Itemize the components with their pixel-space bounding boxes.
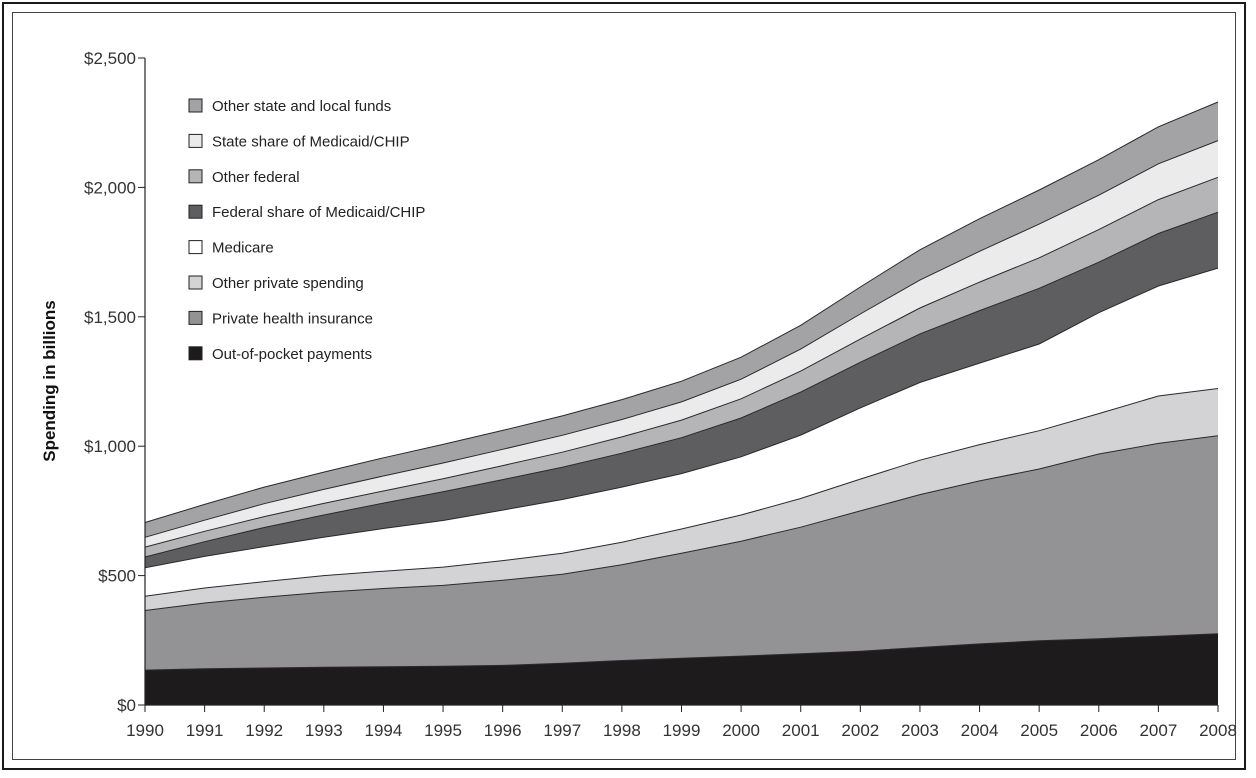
figure-inner-border — [12, 12, 1236, 760]
x-tick-label: 1999 — [663, 721, 701, 740]
legend-swatch — [188, 346, 203, 361]
x-tick-label: 1995 — [424, 721, 462, 740]
y-tick-label: $2,500 — [84, 49, 136, 68]
boundary-other-federal — [144, 176, 1219, 548]
x-tick-label: 2002 — [841, 721, 879, 740]
x-tick-label: 2008 — [1199, 721, 1237, 740]
x-tick-label: 1994 — [365, 721, 403, 740]
legend-label: Other federal — [212, 169, 300, 186]
y-tick-label: $1,000 — [84, 437, 136, 456]
boundary-other-state-and-local-funds — [144, 101, 1219, 523]
x-tick-label: 1993 — [305, 721, 343, 740]
y-ticks: $0 $500 $1,000 $1,500 $2,000 $2,500 — [84, 49, 145, 715]
x-tick-label: 1996 — [484, 721, 522, 740]
area-private-health-insurance — [145, 435, 1218, 671]
y-tick-label: $1,500 — [84, 308, 136, 327]
area-medicare — [145, 268, 1218, 597]
x-tick-label: 1992 — [245, 721, 283, 740]
legend-label: Other state and local funds — [212, 98, 391, 115]
x-tick-label: 2001 — [782, 721, 820, 740]
boundary-federal-share-of-medicaid-chip — [144, 211, 1219, 558]
x-tick-label: 1991 — [186, 721, 224, 740]
x-tick-label: 2006 — [1080, 721, 1118, 740]
boundary-state-share-of-medicaid-chip — [144, 140, 1219, 538]
x-tick-label: 2007 — [1139, 721, 1177, 740]
area-other-state-and-local-funds — [145, 102, 1218, 538]
series-boundary-lines — [144, 101, 1219, 671]
legend-swatch — [188, 310, 203, 325]
y-tick-label: $0 — [117, 696, 136, 715]
x-tick-label: 2005 — [1020, 721, 1058, 740]
legend-swatch — [188, 240, 203, 255]
y-tick-label: $2,000 — [84, 178, 136, 197]
area-federal-share-of-medicaid-chip — [145, 212, 1218, 568]
legend-label: Medicare — [212, 240, 274, 257]
legend-swatch — [188, 98, 203, 113]
x-tick-label: 1998 — [603, 721, 641, 740]
x-tick-label: 1997 — [543, 721, 581, 740]
legend-label: Out-of-pocket payments — [212, 346, 372, 363]
x-tick-label: 2004 — [961, 721, 999, 740]
legend: Other state and local funds State share o… — [188, 98, 425, 363]
legend-label: Federal share of Medicaid/CHIP — [212, 204, 425, 221]
y-axis-label: Spending in billions — [40, 300, 59, 462]
legend-swatch — [188, 133, 203, 148]
legend-swatch — [188, 169, 203, 184]
area-out-of-pocket-payments — [145, 633, 1218, 705]
x-tick-label: 2003 — [901, 721, 939, 740]
legend-label: State share of Medicaid/CHIP — [212, 133, 410, 150]
boundary-private-health-insurance — [144, 435, 1219, 611]
x-ticks: 1990 1991 1992 1993 1994 1995 1996 1997 1998 1999… — [126, 705, 1237, 740]
y-tick-label: $500 — [98, 567, 136, 586]
x-tick-label: 1990 — [126, 721, 164, 740]
boundary-medicare — [144, 267, 1219, 569]
legend-swatch — [188, 275, 203, 290]
area-other-private-spending — [145, 388, 1218, 611]
legend-label: Other private spending — [212, 275, 364, 292]
area-series-group — [145, 102, 1218, 705]
legend-swatch — [188, 204, 203, 219]
boundary-out-of-pocket-payments — [144, 633, 1219, 671]
boundary-other-private-spending — [144, 388, 1219, 597]
x-tick-label: 2000 — [722, 721, 760, 740]
legend-label: Private health insurance — [212, 310, 373, 327]
